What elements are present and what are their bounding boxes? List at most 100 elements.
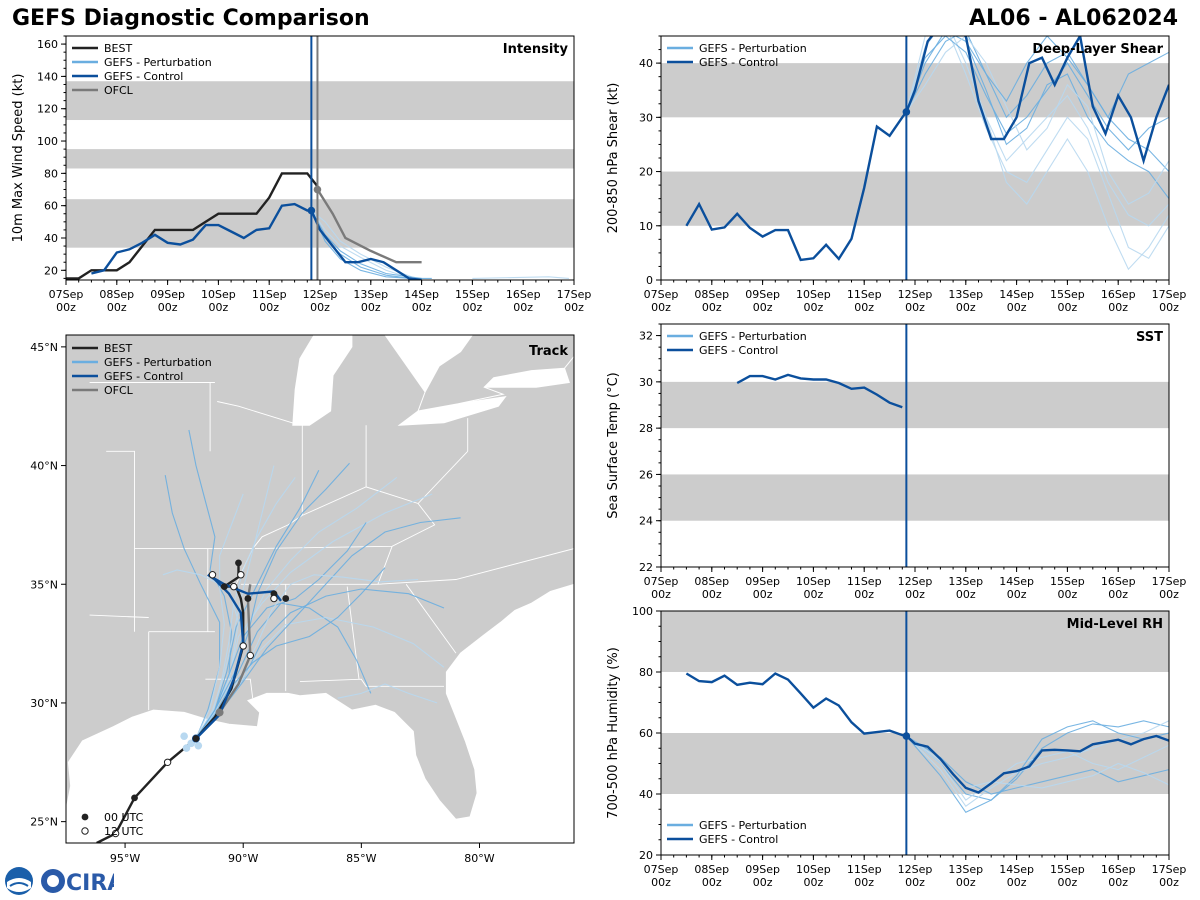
intensity-xtick-label: 00z (463, 301, 483, 314)
intensity-legend-label: OFCL (104, 84, 134, 97)
intensity-plot-area (66, 81, 574, 280)
track-xtick-label: 80°W (464, 852, 494, 865)
shear-xtick-label: 11Sep (847, 288, 882, 301)
shear-perturbation-line (905, 36, 1169, 227)
rh-xtick-label: 15Sep (1050, 863, 1085, 876)
rh-xtick-label: 00z (753, 876, 773, 889)
rh-xtick-label: 00z (1108, 876, 1128, 889)
intensity-xtick-label: 00z (158, 301, 178, 314)
track-best-12utc-marker (208, 571, 217, 579)
rh-gefs-control-line (685, 672, 1169, 794)
shear-legend-label: GEFS - Perturbation (699, 42, 807, 55)
shear-perturbation-line (905, 36, 1169, 260)
sst-xtick-label: 00z (1058, 588, 1078, 601)
intensity-xtick-label: 15Sep (455, 288, 490, 301)
state-border (254, 486, 436, 550)
intensity-xtick-label: 17Sep (557, 288, 592, 301)
noaa-logo-icon: CIRA (5, 867, 114, 896)
sst-xtick-label: 00z (854, 588, 874, 601)
track-perturbation-line (337, 683, 438, 704)
shear-ytick-label: 40 (639, 57, 653, 70)
sst-plot-area (661, 373, 1169, 521)
intensity-ytick-label: 100 (37, 135, 58, 148)
track-perturbation-line (195, 493, 244, 739)
sst-ytick-label: 32 (639, 330, 653, 343)
shear-ytick-label: 20 (639, 166, 653, 179)
rh-xtick-label: 12Sep (898, 863, 933, 876)
storm-id-title: AL06 - AL062024 (969, 6, 1178, 31)
intensity-xtick-label: 00z (56, 301, 76, 314)
rh-xtick-label: 00z (854, 876, 874, 889)
shear-ytick-label: 0 (646, 274, 653, 287)
sst-band (661, 474, 1169, 521)
intensity-xtick-label: 08Sep (99, 288, 134, 301)
shear-xtick-label: 14Sep (999, 288, 1034, 301)
sst-gefs-control-line (736, 373, 903, 409)
shear-xtick-label: 17Sep (1152, 288, 1187, 301)
sst-xtick-label: 00z (702, 588, 722, 601)
intensity-legend-label: BEST (104, 42, 132, 55)
track-perturbation-start (194, 741, 203, 750)
state-border (346, 586, 360, 680)
sst-xtick-label: 14Sep (999, 575, 1034, 588)
shear-xtick-label: 00z (1007, 301, 1027, 314)
page-title: GEFS Diagnostic Comparison (12, 6, 370, 31)
track-ytick-label: 30°N (30, 697, 58, 710)
shear-xtick-label: 00z (905, 301, 925, 314)
shear-perturbation-line (905, 36, 1169, 205)
canada-land (417, 335, 574, 412)
sst-ytick-label: 28 (639, 422, 653, 435)
track-best-00utc-marker (282, 595, 290, 602)
sst-xtick-label: 13Sep (948, 575, 983, 588)
sst-legend-label: GEFS - Control (699, 344, 778, 357)
track-perturbation-line (195, 522, 367, 739)
rh-xtick-label: 00z (956, 876, 976, 889)
track-perturbation-line (195, 476, 398, 739)
cira-logo-text: CIRA (66, 871, 114, 896)
shear-plot-area (661, 36, 1169, 271)
rh-ylabel: 700-500 hPa Humidity (%) (606, 647, 621, 819)
state-border (417, 450, 469, 504)
intensity-band (66, 149, 574, 169)
rh-xtick-label: 08Sep (694, 863, 729, 876)
sst-xtick-label: 12Sep (898, 575, 933, 588)
track-best-12utc-marker (246, 651, 254, 660)
rh-xtick-label: 10Sep (796, 863, 831, 876)
track-perturbation-line (195, 574, 419, 739)
shear-xtick-label: 00z (804, 301, 824, 314)
track-title: Track (529, 344, 568, 359)
shear-xtick-label: 00z (753, 301, 773, 314)
shear-chart: 01020304007Sep00z08Sep00z09Sep00z10Sep00… (606, 35, 1187, 314)
sst-band (661, 381, 1169, 429)
shear-xtick-label: 10Sep (796, 288, 831, 301)
intensity-ytick-label: 60 (44, 200, 58, 213)
rh-xtick-label: 00z (651, 876, 671, 889)
sst-ytick-label: 22 (639, 561, 653, 574)
track-xtick-label: 95°W (110, 852, 140, 865)
track-ytick-label: 35°N (30, 578, 58, 591)
intensity-ytick-label: 140 (37, 70, 58, 83)
shear-perturbation-line (905, 36, 1169, 151)
track-best-12utc-marker (111, 829, 120, 838)
intensity-xtick-label: 13Sep (353, 288, 388, 301)
shear-gefs-control-line (685, 36, 1169, 262)
sst-ytick-label: 30 (639, 376, 653, 389)
intensity-perturbation-line (310, 210, 412, 279)
track-best-12utc-marker (239, 642, 247, 650)
intensity-xtick-label: 16Sep (506, 288, 541, 301)
sst-xtick-label: 00z (1007, 588, 1027, 601)
rh-init-marker (902, 732, 911, 740)
track-legend-00utc-label: 00 UTC (104, 811, 144, 824)
sst-xtick-label: 00z (753, 588, 773, 601)
intensity-xtick-label: 07Sep (49, 288, 84, 301)
shear-xtick-label: 00z (1108, 301, 1128, 314)
rh-xtick-label: 09Sep (745, 863, 780, 876)
rh-xtick-label: 00z (1159, 876, 1179, 889)
rh-perturbation-line (906, 735, 1169, 795)
sst-xtick-label: 16Sep (1101, 575, 1136, 588)
rh-legend-label: GEFS - Control (699, 833, 778, 846)
state-border (299, 678, 444, 687)
intensity-legend-label: GEFS - Perturbation (104, 56, 212, 69)
intensity-ytick-label: 40 (44, 232, 58, 245)
shear-perturbation-line (965, 62, 1169, 271)
